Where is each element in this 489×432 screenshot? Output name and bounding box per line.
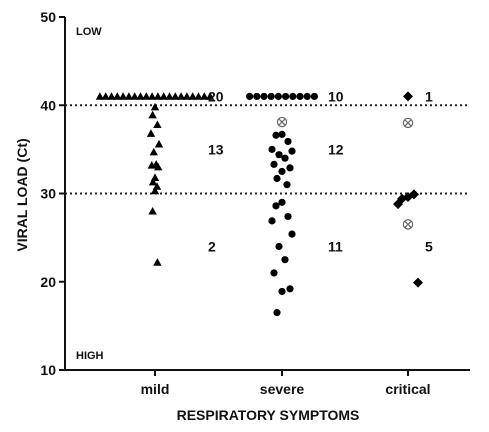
data-point-severe bbox=[281, 256, 289, 264]
data-point-mild bbox=[150, 102, 160, 111]
x-tick-label: mild bbox=[141, 381, 170, 397]
data-point-mild bbox=[159, 92, 168, 100]
data-point-mild bbox=[153, 120, 162, 129]
data-point-mild bbox=[154, 162, 163, 171]
data-point-mild bbox=[176, 92, 186, 100]
count-label-severe: 10 bbox=[328, 88, 344, 104]
data-point-severe bbox=[278, 198, 286, 206]
data-point-severe bbox=[278, 167, 286, 176]
data-point-mild bbox=[154, 139, 164, 148]
data-point-mild bbox=[149, 147, 158, 156]
data-point-severe bbox=[288, 147, 296, 155]
data-point-severe bbox=[253, 92, 261, 101]
data-point-mild bbox=[142, 92, 151, 100]
count-label-mild: 2 bbox=[208, 238, 216, 254]
data-point-severe bbox=[272, 131, 280, 139]
data-point-severe bbox=[284, 212, 292, 221]
count-label-severe: 11 bbox=[328, 238, 343, 254]
data-point-mild bbox=[165, 92, 174, 100]
data-point-severe bbox=[273, 309, 281, 317]
data-point-mild bbox=[200, 92, 209, 100]
data-point-severe bbox=[282, 92, 290, 101]
open-marker-cross bbox=[404, 220, 412, 229]
data-point-mild bbox=[136, 92, 145, 100]
data-point-severe bbox=[268, 145, 276, 153]
x-tick-label: severe bbox=[260, 381, 305, 397]
data-point-mild bbox=[124, 92, 134, 100]
data-point-mild bbox=[153, 258, 162, 266]
data-point-severe bbox=[268, 217, 276, 225]
open-marker-cross bbox=[404, 119, 412, 127]
y-tick-label: 40 bbox=[40, 97, 56, 113]
corner-label-low: LOW bbox=[76, 26, 102, 38]
data-point-mild bbox=[147, 92, 157, 100]
data-point-mild bbox=[118, 92, 128, 100]
data-point-severe bbox=[310, 92, 318, 101]
y-tick-label: 20 bbox=[40, 274, 56, 290]
data-point-mild bbox=[113, 92, 122, 100]
data-point-mild bbox=[153, 92, 163, 100]
data-point-severe bbox=[284, 137, 292, 146]
data-point-mild bbox=[147, 161, 156, 169]
data-point-severe bbox=[267, 92, 275, 101]
data-point-mild bbox=[101, 92, 110, 100]
y-tick-label: 10 bbox=[40, 362, 56, 378]
y-axis-title: VIRAL LOAD (Ct) bbox=[14, 138, 30, 251]
data-point-severe bbox=[272, 202, 280, 210]
data-point-severe bbox=[286, 285, 294, 293]
count-label-mild: 13 bbox=[208, 141, 224, 157]
data-point-critical bbox=[413, 277, 423, 288]
data-point-mild bbox=[148, 110, 157, 119]
data-point-severe bbox=[278, 130, 286, 138]
count-label-critical: 1 bbox=[425, 88, 433, 104]
data-point-mild bbox=[205, 92, 215, 100]
count-label-severe: 12 bbox=[328, 141, 344, 157]
data-point-mild bbox=[146, 129, 156, 137]
open-marker-cross bbox=[278, 118, 286, 126]
x-axis-title: RESPIRATORY SYMPTOMS bbox=[177, 407, 360, 423]
count-label-critical: 5 bbox=[425, 238, 433, 254]
count-label-mild: 20 bbox=[208, 88, 224, 104]
data-point-severe bbox=[270, 160, 278, 168]
data-point-mild bbox=[95, 92, 105, 100]
data-point-severe bbox=[260, 92, 268, 101]
data-point-severe bbox=[246, 92, 254, 101]
data-point-severe bbox=[288, 230, 296, 238]
data-point-severe bbox=[273, 174, 281, 183]
data-points bbox=[95, 91, 423, 317]
data-point-mild bbox=[148, 206, 157, 215]
data-point-severe bbox=[278, 287, 286, 296]
data-point-mild bbox=[171, 92, 180, 100]
data-point-mild bbox=[148, 177, 158, 186]
data-point-severe bbox=[275, 151, 283, 159]
data-point-severe bbox=[286, 164, 294, 172]
data-point-severe bbox=[283, 181, 291, 189]
data-point-severe bbox=[281, 154, 289, 162]
data-point-critical bbox=[409, 189, 419, 200]
y-tick-label: 50 bbox=[40, 9, 56, 25]
data-point-mild bbox=[107, 92, 116, 100]
data-point-critical bbox=[393, 199, 403, 210]
data-point-mild bbox=[188, 92, 197, 100]
axes: 10 20 30 40 50 mild severe critical bbox=[40, 9, 470, 397]
y-tick-label: 30 bbox=[40, 186, 56, 202]
data-point-severe bbox=[296, 92, 304, 101]
x-tick-label: critical bbox=[385, 381, 430, 397]
data-point-severe bbox=[274, 92, 282, 101]
data-point-critical bbox=[403, 91, 413, 102]
data-point-mild bbox=[194, 92, 203, 100]
data-point-severe bbox=[289, 92, 297, 101]
data-point-mild bbox=[150, 186, 160, 195]
data-point-mild bbox=[182, 92, 192, 100]
corner-label-high: HIGH bbox=[76, 350, 104, 362]
data-point-severe bbox=[275, 242, 283, 251]
data-point-severe bbox=[270, 269, 278, 277]
data-point-severe bbox=[303, 92, 311, 101]
data-point-mild bbox=[130, 92, 139, 100]
